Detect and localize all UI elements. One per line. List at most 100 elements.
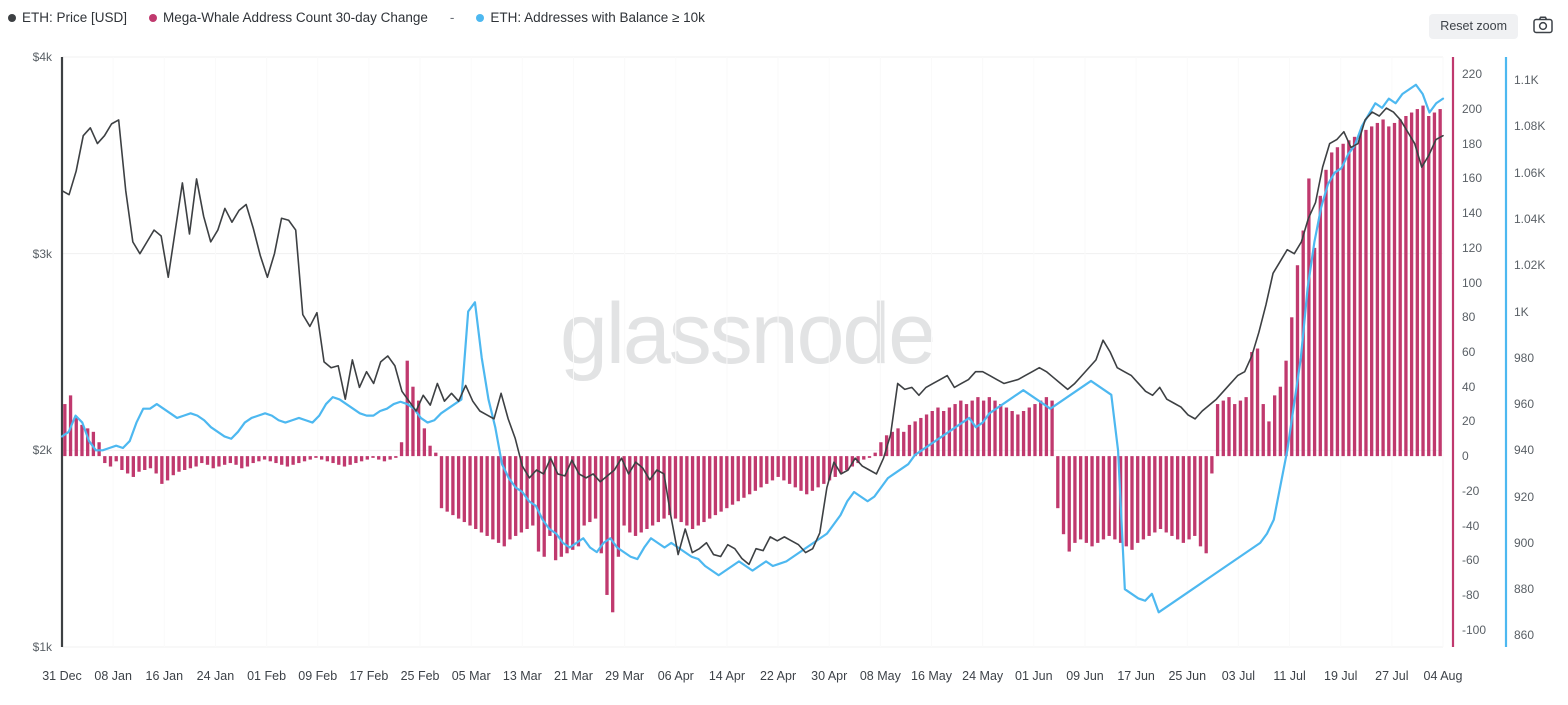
legend-label-mega-whale: Mega-Whale Address Count 30-day Change [163, 10, 428, 25]
bar [1261, 404, 1265, 457]
bar [1273, 395, 1277, 457]
y-tick-whale-4: 140 [1462, 206, 1483, 221]
bar [1067, 456, 1071, 552]
bar [1335, 147, 1340, 457]
camera-icon[interactable] [1530, 12, 1556, 38]
bar [924, 414, 929, 457]
legend-item-eth-price[interactable]: ETH: Price [USD] [8, 10, 127, 25]
bar [753, 456, 758, 491]
bar [325, 456, 330, 462]
bar [902, 431, 906, 457]
bar [308, 456, 312, 460]
bar [1295, 265, 1300, 457]
bar [536, 456, 541, 552]
bar [1330, 152, 1334, 457]
x-tick-12: 06 Apr [657, 669, 694, 683]
bar [331, 456, 335, 464]
bar [936, 407, 940, 457]
bar [776, 456, 780, 477]
bar [1113, 456, 1117, 540]
bar [810, 456, 815, 491]
bar [217, 456, 221, 467]
bar [302, 456, 307, 462]
bar [942, 411, 946, 457]
x-tick-5: 09 Feb [298, 669, 338, 683]
bar [394, 456, 398, 458]
bar [342, 456, 347, 467]
bar [850, 456, 855, 467]
x-tick-3: 24 Jan [196, 669, 235, 683]
bar [268, 456, 272, 462]
bar [867, 456, 872, 458]
bar [1318, 195, 1322, 457]
bar [371, 456, 375, 458]
x-tick-20: 09 Jun [1066, 669, 1104, 683]
bar [1130, 456, 1134, 550]
bar [793, 456, 797, 488]
legend-item-mega-whale[interactable]: Mega-Whale Address Count 30-day Change [149, 10, 428, 25]
y-tick-addresses-6: 980 [1514, 350, 1535, 365]
bar [713, 456, 718, 516]
bar [628, 456, 632, 533]
bar [1124, 456, 1128, 547]
legend-separator: - [449, 10, 455, 25]
bar [234, 456, 238, 465]
bar [650, 456, 655, 526]
y-tick-whale-8: 60 [1462, 345, 1476, 359]
x-tick-16: 08 May [859, 669, 901, 683]
bar [782, 456, 786, 481]
y-tick-addresses-12: 860 [1514, 628, 1535, 643]
x-tick-22: 25 Jun [1168, 669, 1207, 683]
bar [1147, 456, 1151, 536]
bar [183, 456, 187, 470]
bar [382, 456, 387, 462]
y-tick-whale-3: 160 [1462, 171, 1483, 186]
bar [177, 456, 181, 472]
line-series-price [61, 107, 1444, 566]
legend-label-eth-price: ETH: Price [USD] [22, 10, 128, 25]
bar [730, 456, 735, 505]
bar [1073, 456, 1077, 543]
bar [417, 400, 421, 457]
bar [451, 456, 455, 516]
bar [240, 456, 244, 469]
y-tick-addresses-3: 1.04K [1514, 211, 1546, 226]
bar [742, 456, 746, 498]
bar [456, 456, 461, 519]
bar [411, 386, 415, 457]
bar [160, 456, 164, 484]
bar [354, 456, 358, 464]
x-tick-24: 11 Jul [1273, 669, 1306, 683]
bar [673, 456, 678, 519]
bar [108, 456, 113, 467]
bar [548, 456, 552, 536]
y-tick-whale-13: -40 [1462, 518, 1480, 533]
reset-zoom-button[interactable]: Reset zoom [1429, 14, 1518, 39]
bar [1284, 360, 1288, 457]
y-tick-whale-5: 120 [1462, 240, 1483, 255]
bar [165, 456, 170, 481]
legend-dot-mega-whale [149, 13, 158, 22]
bar [999, 404, 1003, 457]
bar [576, 456, 581, 547]
y-tick-addresses-0: 1.1K [1514, 73, 1539, 88]
bar [622, 456, 626, 526]
bar [553, 456, 558, 561]
x-tick-2: 16 Jan [145, 669, 184, 683]
y-tick-whale-16: -100 [1462, 622, 1487, 637]
bar [1153, 456, 1157, 533]
bar [274, 456, 278, 464]
bar [770, 456, 775, 481]
bar [280, 456, 284, 465]
bar [474, 456, 478, 529]
bar [862, 456, 866, 460]
bar [1364, 129, 1368, 457]
bar [1307, 178, 1311, 457]
bar [1358, 133, 1362, 457]
bar [348, 456, 352, 465]
bar [262, 456, 267, 460]
bar [696, 456, 700, 526]
legend-item-eth-addresses[interactable]: ETH: Addresses with Balance ≥ 10k [476, 10, 705, 25]
y-tick-addresses-1: 1.08K [1514, 119, 1546, 134]
